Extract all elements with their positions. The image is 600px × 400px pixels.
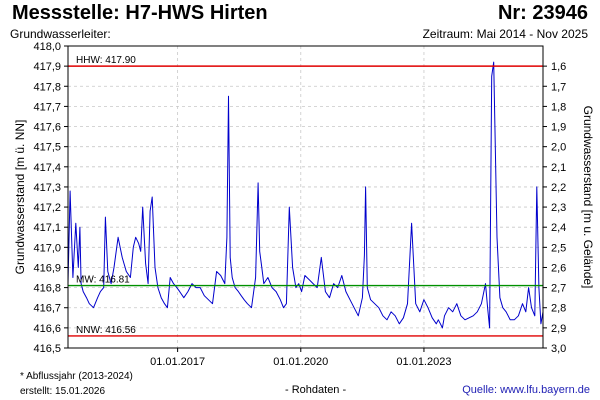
y2-tick-label: 2,7 xyxy=(551,283,566,295)
x-tick-label: 01.01.2017 xyxy=(150,356,205,368)
x-tick-label: 01.01.2023 xyxy=(396,356,451,368)
reference-label: MW: 416.81 xyxy=(76,275,130,286)
y2-tick-label: 2,4 xyxy=(551,222,566,234)
footnote: * Abflussjahr (2013-2024) xyxy=(20,371,133,382)
y-tick-label: 417,7 xyxy=(33,101,61,113)
y2-tick-label: 1,8 xyxy=(551,101,566,113)
y2-tick-label: 2,1 xyxy=(551,162,566,174)
y2-tick-label: 2,6 xyxy=(551,262,566,274)
y-tick-label: 416,5 xyxy=(33,343,61,355)
y-tick-label: 417,9 xyxy=(33,61,61,73)
y2-tick-label: 2,9 xyxy=(551,323,566,335)
y-tick-label: 418,0 xyxy=(33,41,61,53)
y-tick-label: 416,7 xyxy=(33,303,61,315)
y-tick-label: 417,1 xyxy=(33,222,61,234)
y-tick-label: 417,3 xyxy=(33,182,61,194)
y2-tick-label: 2,8 xyxy=(551,303,566,315)
y2-tick-label: 2,0 xyxy=(551,142,566,154)
y-axis-label: Grundwasserstand [m ü. NN] xyxy=(13,120,27,275)
y-tick-label: 417,8 xyxy=(33,81,61,93)
y-tick-label: 416,9 xyxy=(33,262,61,274)
y2-tick-label: 1,7 xyxy=(551,81,566,93)
x-tick-label: 01.01.2020 xyxy=(273,356,328,368)
reference-label: HHW: 417.90 xyxy=(76,55,136,66)
y2-tick-label: 2,5 xyxy=(551,242,566,254)
y-tick-label: 417,2 xyxy=(33,202,61,214)
plot-area xyxy=(68,46,543,348)
y2-tick-label: 1,6 xyxy=(551,61,566,73)
source-link[interactable]: Quelle: www.lfu.bayern.de xyxy=(462,384,590,396)
y2-tick-label: 3,0 xyxy=(551,343,566,355)
y2-axis-label: Grundwasserstand [m u. Gelände] xyxy=(581,106,595,289)
y2-tick-label: 1,9 xyxy=(551,122,566,134)
station-number: Nr: 23946 xyxy=(497,2,588,24)
y2-tick-label: 2,3 xyxy=(551,202,566,214)
created-date: erstellt: 15.01.2026 xyxy=(20,386,106,397)
station-title: Messstelle: H7-HWS Hirten xyxy=(12,2,268,24)
y-tick-label: 417,0 xyxy=(33,242,61,254)
y-tick-label: 417,5 xyxy=(33,142,61,154)
reference-label: NNW: 416.56 xyxy=(76,325,136,336)
plot-frame xyxy=(67,45,544,349)
y2-tick-label: 2,2 xyxy=(551,182,566,194)
y-tick-label: 416,6 xyxy=(33,323,61,335)
y-tick-label: 417,6 xyxy=(33,122,61,134)
water-level-series xyxy=(67,61,544,329)
rawdata-label: - Rohdaten - xyxy=(285,384,347,396)
y-tick-label: 416,8 xyxy=(33,283,61,295)
period-label: Zeitraum: Mai 2014 - Nov 2025 xyxy=(422,27,588,41)
aquifer-label: Grundwasserleiter: xyxy=(10,27,111,41)
y-tick-label: 417,4 xyxy=(33,162,61,174)
